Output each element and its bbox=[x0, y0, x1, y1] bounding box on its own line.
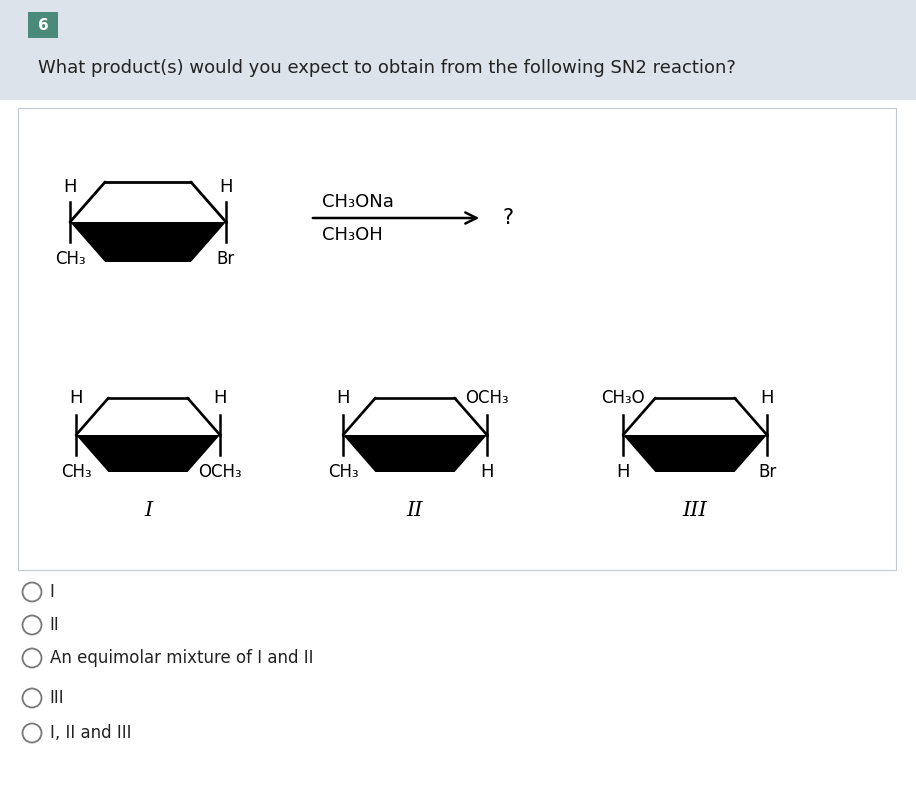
Text: I, II and III: I, II and III bbox=[49, 724, 131, 742]
Text: CH₃: CH₃ bbox=[328, 463, 358, 481]
Text: III: III bbox=[49, 689, 64, 707]
Text: I: I bbox=[49, 583, 54, 601]
Text: H: H bbox=[219, 178, 233, 196]
Text: What product(s) would you expect to obtain from the following SN2 reaction?: What product(s) would you expect to obta… bbox=[38, 59, 736, 77]
Circle shape bbox=[23, 583, 41, 602]
Text: II: II bbox=[407, 500, 423, 519]
Text: H: H bbox=[480, 463, 494, 481]
Text: An equimolar mixture of I and II: An equimolar mixture of I and II bbox=[49, 649, 313, 667]
Text: OCH₃: OCH₃ bbox=[465, 389, 508, 407]
Circle shape bbox=[23, 615, 41, 634]
Text: H: H bbox=[616, 463, 630, 481]
Text: CH₃: CH₃ bbox=[55, 250, 85, 268]
Text: I: I bbox=[144, 500, 152, 519]
Polygon shape bbox=[623, 435, 767, 472]
Text: Br: Br bbox=[758, 463, 776, 481]
Text: ?: ? bbox=[502, 208, 513, 228]
Text: CH₃O: CH₃O bbox=[601, 389, 645, 407]
Text: CH₃: CH₃ bbox=[60, 463, 92, 481]
Polygon shape bbox=[70, 222, 226, 262]
Text: OCH₃: OCH₃ bbox=[198, 463, 242, 481]
Circle shape bbox=[23, 649, 41, 667]
Text: CH₃OH: CH₃OH bbox=[322, 226, 383, 244]
Bar bbox=[0, 0, 916, 100]
Polygon shape bbox=[343, 435, 487, 472]
Text: Br: Br bbox=[217, 250, 235, 268]
Text: H: H bbox=[63, 178, 77, 196]
Text: H: H bbox=[336, 389, 350, 407]
Polygon shape bbox=[76, 435, 220, 472]
Bar bbox=[18, 108, 896, 570]
Bar bbox=[28, 12, 58, 38]
Text: H: H bbox=[760, 389, 774, 407]
Circle shape bbox=[23, 689, 41, 708]
Circle shape bbox=[23, 724, 41, 742]
Text: CH₃ONa: CH₃ONa bbox=[322, 193, 394, 211]
Text: H: H bbox=[213, 389, 227, 407]
Text: III: III bbox=[682, 500, 707, 519]
Text: H: H bbox=[70, 389, 82, 407]
Text: II: II bbox=[49, 616, 60, 634]
Text: 6: 6 bbox=[38, 18, 49, 34]
